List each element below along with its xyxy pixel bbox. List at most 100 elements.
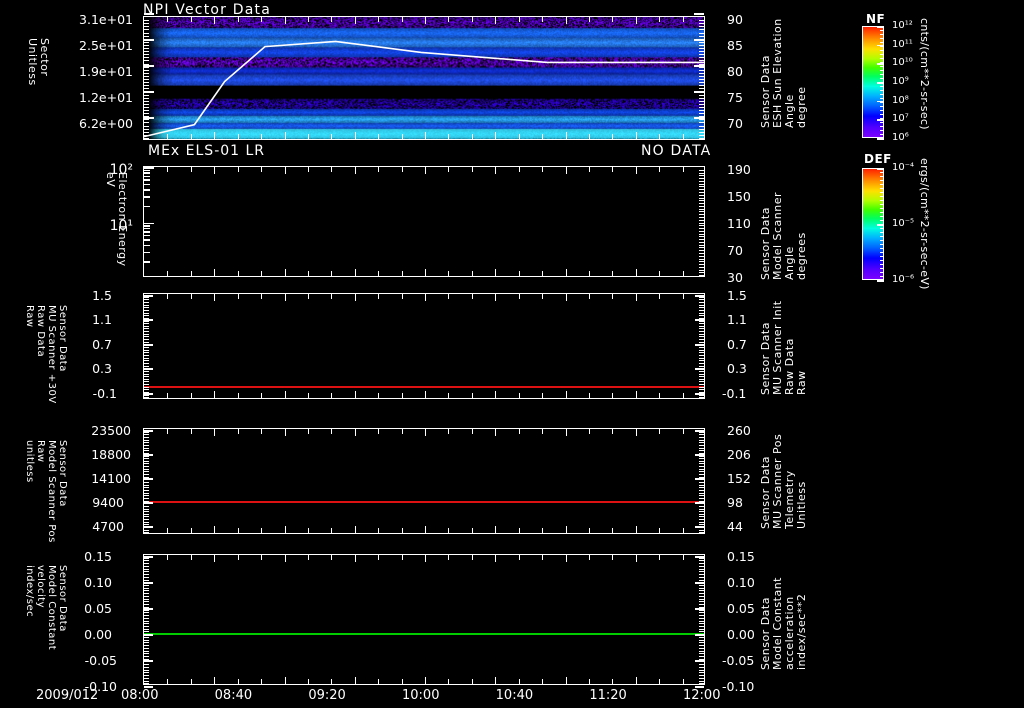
x-tick [612, 17, 614, 22]
heatmap-npi-sector [144, 17, 704, 139]
y-minor-tick [144, 620, 149, 622]
tick-p4-r-3: 98 [727, 495, 743, 510]
y-major-tick [695, 478, 704, 480]
panel-electron-energy[interactable] [143, 166, 705, 277]
y-log-minor-tick [144, 205, 150, 208]
panel-npi-vector-data[interactable] [143, 13, 705, 140]
series-mu-scanner-init-raw [144, 386, 704, 388]
axis-label-esh-sun-elevation: Sensor Data ESH Sun Elevation Angle degr… [759, 18, 808, 128]
y-minor-tick [144, 466, 149, 468]
panel-model-scanner-pos[interactable] [143, 428, 705, 534]
y-minor-tick [144, 94, 149, 96]
tick-p5-r-1: 0.10 [727, 575, 755, 590]
x-tick [167, 555, 169, 560]
x-tick [495, 526, 497, 533]
x-tick [354, 167, 356, 174]
y-major-tick [144, 556, 153, 558]
y-minor-tick [144, 565, 149, 567]
x-tick [518, 167, 520, 172]
y-minor-tick [144, 357, 149, 359]
y-major-tick [695, 393, 704, 395]
colorbar-minor-tick [880, 224, 884, 225]
panel-model-constant-velocity[interactable] [143, 554, 705, 688]
y-minor-tick [144, 97, 149, 99]
x-tick [495, 391, 497, 398]
y-major-tick [695, 608, 704, 610]
y-minor-tick [699, 134, 704, 136]
y-minor-tick [699, 48, 704, 49]
x-tick [612, 134, 614, 139]
y-minor-tick [699, 394, 704, 396]
y-minor-tick [699, 241, 704, 243]
y-minor-tick [699, 20, 704, 22]
x-tick [261, 679, 263, 684]
status-no-data: NO DATA [641, 143, 712, 159]
y-minor-tick [699, 661, 704, 663]
y-minor-tick [144, 476, 149, 478]
x-tick [682, 528, 684, 533]
y-minor-tick [699, 333, 704, 335]
x-tick [448, 17, 450, 22]
y-minor-tick [144, 103, 149, 105]
tick-p5-r-4: -0.05 [722, 653, 755, 668]
y-minor-tick [699, 639, 704, 641]
x-tick [448, 528, 450, 533]
x-tick [167, 294, 169, 299]
y-minor-tick [699, 521, 704, 523]
y-minor-tick [144, 352, 149, 354]
y-minor-tick [699, 266, 704, 268]
y-minor-tick [699, 516, 704, 518]
y-minor-tick [144, 500, 149, 502]
time-tick-label: 10:40 [495, 688, 534, 703]
y-minor-tick [699, 110, 704, 111]
x-tick [425, 17, 426, 24]
y-minor-tick [699, 628, 704, 630]
colorbar-minor-tick [880, 216, 884, 217]
y-minor-tick [699, 571, 704, 573]
tick-p5-r-5: -0.10 [722, 679, 755, 694]
y-minor-tick [699, 309, 704, 311]
x-tick [284, 555, 286, 562]
y-minor-tick [699, 444, 704, 446]
y-minor-tick [699, 495, 704, 497]
panel-mu-scanner-30v[interactable] [143, 293, 705, 399]
y-minor-tick [144, 474, 149, 476]
tick-p4-r-2: 152 [727, 471, 751, 486]
x-tick [612, 167, 614, 172]
y-minor-tick [699, 125, 704, 127]
y-minor-tick [144, 513, 149, 515]
x-tick [471, 271, 473, 276]
x-tick [401, 555, 403, 560]
time-tick-label: 11:20 [589, 688, 627, 703]
y-minor-tick [144, 568, 149, 570]
y-major-tick [695, 454, 704, 456]
y-minor-tick [144, 532, 149, 534]
y-major-tick [695, 502, 704, 504]
colorbar-minor-tick [880, 74, 884, 75]
y-minor-tick [699, 275, 704, 277]
y-minor-tick [699, 492, 704, 494]
y-major-tick [695, 344, 704, 346]
y-minor-tick [144, 524, 149, 526]
colorbar-tick-mark [877, 63, 884, 65]
y-minor-tick [699, 650, 704, 652]
x-tick [471, 679, 473, 684]
x-tick [214, 17, 216, 24]
y-minor-tick [144, 35, 149, 37]
y-minor-tick [144, 436, 149, 438]
colorbar-minor-tick [880, 208, 884, 209]
x-tick [425, 677, 426, 684]
x-tick [588, 555, 590, 560]
y-major-tick [144, 117, 154, 119]
x-tick [237, 429, 239, 434]
x-tick [401, 271, 403, 276]
y-minor-tick [144, 574, 149, 576]
y-minor-tick [144, 487, 149, 489]
x-tick [565, 17, 567, 24]
y-major-tick [694, 39, 704, 41]
colorbar-tick-label: 10⁶ [892, 132, 909, 143]
y-minor-tick [699, 497, 704, 499]
x-tick [588, 17, 590, 22]
y-minor-tick [144, 378, 149, 380]
colorbar-minor-tick [880, 196, 884, 197]
